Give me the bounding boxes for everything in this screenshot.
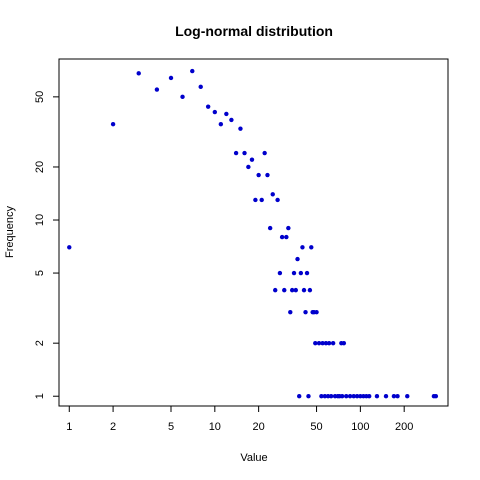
data-point (300, 245, 305, 250)
data-point (347, 394, 353, 399)
data-point (320, 340, 325, 346)
data-point (304, 270, 310, 276)
y-tick-label: 50 (34, 91, 46, 103)
y-tick-label: 10 (34, 214, 46, 226)
data-point (358, 394, 363, 399)
data-points (67, 68, 439, 399)
x-tick-label: 20 (253, 421, 265, 433)
data-point (273, 287, 278, 293)
data-point (291, 270, 297, 276)
y-tick-label: 5 (34, 270, 46, 276)
y-tick-label: 20 (34, 161, 46, 173)
data-point (309, 245, 314, 250)
y-tick-label: 1 (34, 393, 46, 399)
x-tick-label: 100 (351, 421, 369, 433)
x-axis-label: Value (240, 452, 267, 464)
data-point (367, 394, 372, 399)
data-point (354, 394, 360, 399)
data-point (253, 197, 258, 203)
data-point (344, 394, 349, 399)
x-axis: 1 2 5 10 20 50 100 200 (66, 406, 413, 433)
data-point (323, 340, 329, 346)
data-point (180, 94, 185, 100)
data-point (246, 164, 251, 170)
data-point (391, 394, 397, 399)
data-point (249, 157, 255, 162)
data-point (289, 287, 295, 293)
x-tick-label: 50 (310, 421, 322, 433)
data-point (224, 111, 229, 117)
y-axis: 1 2 5 10 20 50 (34, 91, 59, 399)
data-point (265, 172, 270, 178)
data-point (282, 287, 287, 293)
data-point (288, 309, 293, 315)
data-point (233, 150, 239, 156)
data-point (293, 287, 298, 293)
data-point (405, 394, 410, 399)
y-tick-label: 2 (34, 340, 46, 346)
data-point (168, 75, 174, 81)
data-point (322, 394, 328, 399)
data-point (339, 394, 345, 399)
data-point (262, 150, 267, 156)
data-point (284, 234, 289, 240)
data-point (395, 394, 400, 399)
x-tick-label: 5 (168, 421, 174, 433)
data-point (229, 117, 234, 123)
data-point (307, 287, 313, 293)
data-point (238, 126, 243, 131)
data-point (326, 340, 332, 346)
plot-frame (58, 58, 449, 407)
data-point (303, 309, 308, 315)
x-tick-label: 200 (395, 421, 413, 433)
data-point (67, 245, 72, 250)
data-point (190, 68, 195, 74)
data-point (205, 104, 211, 109)
data-point (286, 225, 291, 231)
data-point (313, 340, 318, 346)
data-point (316, 340, 322, 346)
data-point (218, 121, 224, 127)
data-point (314, 309, 319, 315)
data-point (198, 84, 203, 90)
data-point (256, 172, 261, 178)
x-tick-label: 10 (209, 421, 221, 433)
data-point (330, 340, 336, 346)
data-point (259, 197, 264, 203)
data-point (351, 394, 356, 399)
data-point (295, 256, 300, 262)
data-point (306, 394, 311, 399)
data-point (301, 287, 307, 293)
data-point (267, 225, 273, 231)
chart-title: Log-normal distribution (175, 23, 333, 39)
data-point (374, 394, 380, 399)
x-tick-label: 2 (110, 421, 116, 433)
data-point (242, 150, 247, 156)
data-point (154, 87, 160, 92)
data-point (136, 71, 141, 76)
data-point (325, 394, 331, 399)
data-point (212, 109, 218, 115)
data-point (275, 197, 280, 203)
data-point (433, 394, 439, 399)
data-point (110, 121, 116, 127)
data-point (341, 340, 347, 346)
data-point (383, 394, 389, 399)
data-point (298, 270, 304, 276)
data-point (328, 394, 334, 399)
x-tick-label: 1 (66, 421, 72, 433)
y-axis-label: Frequency (4, 206, 16, 258)
data-point (279, 234, 285, 240)
data-point (297, 394, 302, 399)
data-point (319, 394, 324, 399)
data-point (277, 270, 283, 276)
data-point (270, 192, 275, 197)
